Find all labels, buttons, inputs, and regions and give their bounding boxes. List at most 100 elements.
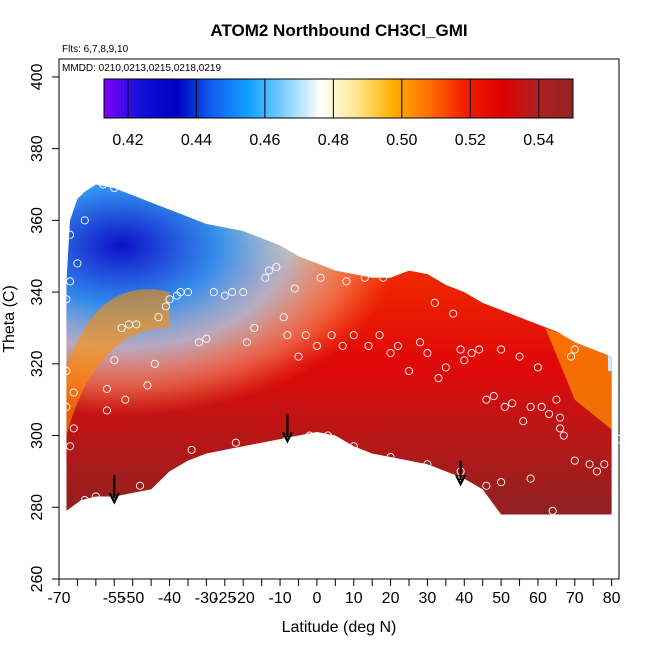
observation-point (386, 453, 395, 462)
observation-point (474, 345, 484, 354)
observation-point (121, 395, 130, 404)
observation-point (434, 374, 443, 383)
down-arrow-head (281, 431, 293, 444)
down-arrow (281, 414, 293, 444)
x-minor-tick-label: 60 (529, 590, 547, 607)
arrows-layer (108, 414, 467, 505)
observation-point (132, 320, 141, 329)
field-cool-region (66, 184, 612, 515)
observation-point (552, 395, 561, 404)
observation-point (239, 288, 248, 297)
observation-point (305, 431, 314, 440)
observation-point (294, 352, 303, 361)
observation-point (150, 359, 159, 368)
observation-point (533, 363, 542, 372)
observation-point (187, 445, 196, 454)
observation-point (66, 442, 75, 451)
down-arrow-head (455, 474, 467, 487)
observation-point (62, 295, 71, 304)
y-tick-label: 360 (29, 207, 46, 234)
x-tick-label: 50 (492, 590, 510, 607)
observation-point (161, 302, 170, 311)
field-orange-band (66, 289, 170, 436)
field-orange-edge (545, 327, 612, 436)
x-tick-label: -70 (47, 590, 70, 607)
x-minor-tick-label: 40 (455, 590, 473, 607)
observation-point (416, 338, 425, 347)
x-minor-tick-label: -50 (121, 590, 144, 607)
observation-point (570, 456, 579, 465)
observation-point (338, 341, 347, 350)
y-tick-label: 400 (29, 63, 46, 90)
observation-point (508, 399, 517, 408)
observation-point (567, 352, 576, 361)
field-blue-corner (607, 349, 612, 371)
observation-point (360, 273, 369, 282)
observation-point (423, 460, 432, 469)
observation-point (66, 230, 75, 239)
observation-point (316, 273, 325, 282)
colorbar-tick-label: 0.48 (318, 132, 349, 149)
observation-point (62, 402, 71, 411)
observation-point (556, 413, 565, 422)
colorbar-tick-label: 0.52 (455, 132, 486, 149)
colorbar-gradient (103, 78, 574, 119)
observation-point (69, 388, 78, 397)
observation-point (556, 424, 565, 433)
observation-point (62, 366, 71, 376)
observation-point (91, 492, 100, 501)
x-tick-label: -25 (213, 590, 236, 607)
observation-point (548, 506, 557, 515)
observation-point (489, 392, 498, 401)
observation-point (449, 309, 458, 318)
observation-point (110, 356, 119, 365)
observation-point (102, 406, 111, 415)
observation-point (73, 259, 82, 268)
observation-point (117, 323, 126, 333)
observation-point (544, 409, 554, 419)
observation-point (283, 331, 292, 340)
observation-point (165, 295, 174, 304)
observation-point (264, 266, 274, 275)
observation-point (183, 288, 192, 297)
observation-point (80, 216, 89, 225)
data-field (66, 184, 612, 515)
observation-point (408, 262, 417, 272)
observation-point (519, 417, 528, 426)
y-tick-label: 260 (29, 566, 46, 593)
observation-point (261, 273, 270, 282)
observation-point (526, 474, 535, 483)
y-axis-label: Theta (C) (1, 285, 18, 353)
observation-point (228, 288, 237, 297)
observation-point (327, 331, 336, 340)
down-arrow (108, 475, 120, 505)
colorbar-tick-label: 0.50 (386, 132, 417, 149)
observation-point (375, 331, 384, 340)
observation-point (404, 366, 414, 376)
observation-point (194, 338, 204, 347)
observation-point (69, 424, 78, 433)
observation-point (423, 349, 432, 358)
colorbar: 0.42 0.44 0.46 0.48 0.50 0.52 0.54 (103, 78, 574, 149)
observation-point (290, 284, 299, 293)
observation-point (349, 331, 358, 340)
observation-point (323, 431, 332, 440)
observation-point (110, 184, 119, 193)
colorbar-tick-label: 0.46 (249, 132, 280, 149)
x-tick-label: 70 (566, 590, 584, 607)
observation-point (349, 442, 358, 451)
observation-points (62, 180, 624, 519)
x-minor-tick-label: 80 (603, 590, 621, 607)
chart-title: ATOM2 Northbound CH3Cl_GMI (210, 21, 467, 40)
observation-point (497, 345, 506, 354)
observation-point (379, 273, 388, 282)
observation-point (154, 313, 163, 322)
observation-point (482, 481, 491, 490)
observation-point (364, 341, 373, 350)
observation-point (102, 384, 111, 393)
observation-point (497, 478, 506, 487)
x-minor-tick-label: -30 (195, 590, 218, 607)
x-tick-label: 10 (345, 590, 363, 607)
observation-point (482, 395, 491, 404)
